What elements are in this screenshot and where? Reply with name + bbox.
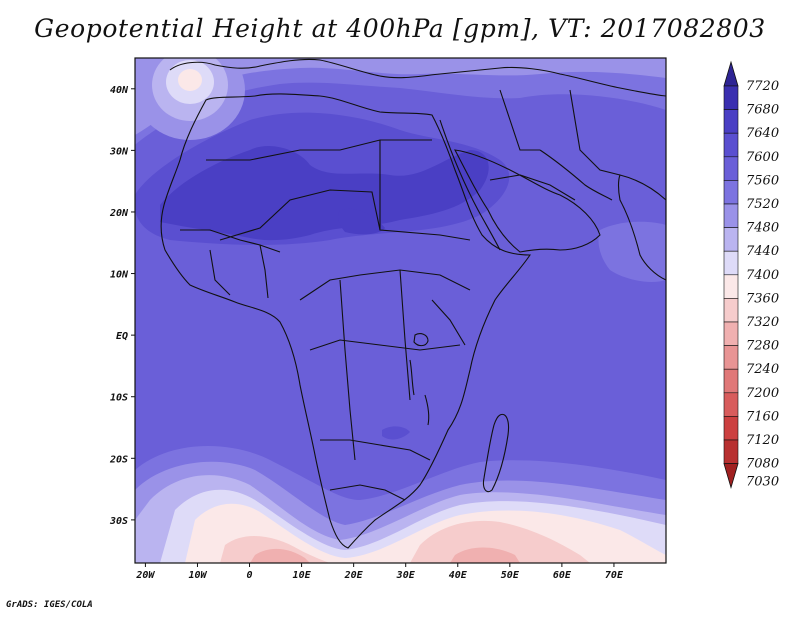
colorbar-label: 7030: [746, 475, 779, 490]
colorbar-label: 7560: [746, 173, 779, 188]
colorbar-swatch: [723, 85, 739, 110]
grads-credit: GrADS: IGES/COLA: [6, 600, 93, 610]
south-band-8: [250, 548, 310, 563]
lon-tick-label: 70E: [605, 570, 624, 581]
lat-tick-label: 30N: [109, 146, 129, 157]
border-west-1: [180, 229, 281, 253]
colorbar-label: 7120: [746, 433, 779, 448]
border-east-1: [431, 299, 466, 346]
border-central-2: [309, 339, 461, 351]
colorbar-swatch: [723, 132, 739, 158]
high-core-inner: [160, 145, 489, 241]
colorbar-label: 7200: [746, 386, 779, 401]
colorbar-label: 7160: [746, 409, 779, 424]
high-core-zambia: [382, 426, 410, 440]
colorbar-swatch: [723, 321, 739, 346]
arabian-sea-light: [598, 221, 666, 282]
red-sea-coast: [439, 119, 501, 251]
india-coastline: [617, 174, 666, 281]
lake-tanganyika: [409, 359, 415, 396]
colorbar-swatch: [723, 250, 739, 276]
coastlines: [160, 58, 666, 549]
border-west-2: [209, 249, 231, 296]
border-west-3: [259, 244, 269, 299]
colorbar-top-arrow: [723, 60, 739, 87]
colorbar-label: 7080: [746, 457, 779, 472]
lon-tick-label: 30E: [396, 570, 416, 581]
longitude-axis: 20W 10W 0 10E 20E 30E 40E 50E 60E 70E: [135, 563, 624, 581]
lon-tick-label: 60E: [553, 570, 572, 581]
lat-tick-label: 30S: [109, 516, 128, 527]
border-asia-2: [499, 89, 540, 151]
colorbar-swatch: [723, 298, 739, 323]
lon-tick-label: 20W: [135, 570, 155, 581]
colorbar-label: 7320: [746, 315, 779, 330]
colorbar-label: 7520: [746, 197, 779, 212]
colorbar-label: 7400: [746, 268, 779, 283]
europe-coastline: [169, 58, 666, 97]
border-central-4: [399, 269, 411, 401]
colorbar-label: 7680: [746, 103, 779, 118]
persian-gulf-coast: [539, 149, 613, 201]
south-band-7: [410, 520, 590, 563]
lon-tick-label: 20E: [344, 570, 364, 581]
lon-tick-label: 10W: [188, 570, 207, 581]
colorbar-swatch: [723, 109, 739, 134]
lon-tick-label: 10E: [293, 570, 312, 581]
border-central-3: [339, 279, 356, 461]
colorbar-label: 7480: [746, 221, 779, 236]
border-asia-1: [569, 89, 621, 176]
madagascar-coastline: [482, 413, 510, 493]
colorbar-label: 7440: [746, 244, 779, 259]
lake-victoria: [413, 333, 429, 347]
africa-coastline: [160, 93, 532, 549]
colorbar-label: 7240: [746, 362, 779, 377]
lat-tick-label: 10S: [110, 393, 128, 404]
lat-tick-label: 40N: [110, 85, 129, 96]
border-sahara-1: [206, 139, 432, 161]
map-title: Geopotential Height at 400hPa [gpm], VT:…: [34, 14, 766, 43]
colorbar-label: 7720: [746, 79, 779, 94]
lon-tick-label: 0: [247, 570, 253, 581]
colorbar-swatch: [723, 416, 739, 441]
plot-frame: [134, 57, 667, 564]
colorbar-bottom-arrow: [723, 463, 739, 490]
south-band-9: [450, 547, 520, 563]
colorbar-swatch: [723, 180, 739, 205]
arabia-coastline: [454, 149, 601, 253]
low-iberia-4: [178, 69, 202, 91]
latitude-axis: 40N 30N 20N 10N EQ 10S 20S 30S: [109, 85, 135, 527]
border-sahara-3: [379, 140, 471, 241]
colorbar-swatch: [723, 439, 739, 464]
border-central-1: [299, 269, 471, 301]
lat-tick-label: 20S: [109, 454, 128, 465]
colorbar-label: 7600: [746, 150, 779, 165]
lake-malawi: [424, 394, 430, 426]
lat-tick-label: 10N: [110, 270, 129, 281]
high-core-sahel: [337, 208, 385, 235]
lat-tick-label: EQ: [116, 331, 128, 342]
border-sahara-2: [219, 189, 381, 241]
geopotential-height-field: [135, 58, 666, 563]
colorbar-swatch: [723, 156, 739, 181]
colorbar-label: 7360: [746, 291, 779, 306]
north-light-band: [135, 58, 666, 145]
border-south-2: [329, 484, 406, 501]
lon-tick-label: 50E: [501, 570, 520, 581]
lat-tick-label: 20N: [109, 208, 129, 219]
lon-tick-label: 40E: [449, 570, 468, 581]
colorbar-swatch: [723, 368, 739, 394]
border-south-1: [320, 439, 431, 461]
colorbar-swatch: [723, 203, 739, 228]
colorbar-swatch: [723, 345, 739, 370]
colorbar-swatch: [723, 274, 739, 299]
colorbar: 7720 7680 7640 7600 7560 7520 7480 7440 7400 7360…: [723, 60, 779, 490]
colorbar-label: 7640: [746, 126, 779, 141]
border-arabia-1: [489, 174, 576, 201]
colorbar-swatch: [723, 227, 739, 252]
colorbar-label: 7280: [746, 339, 779, 354]
colorbar-swatch: [723, 392, 739, 417]
